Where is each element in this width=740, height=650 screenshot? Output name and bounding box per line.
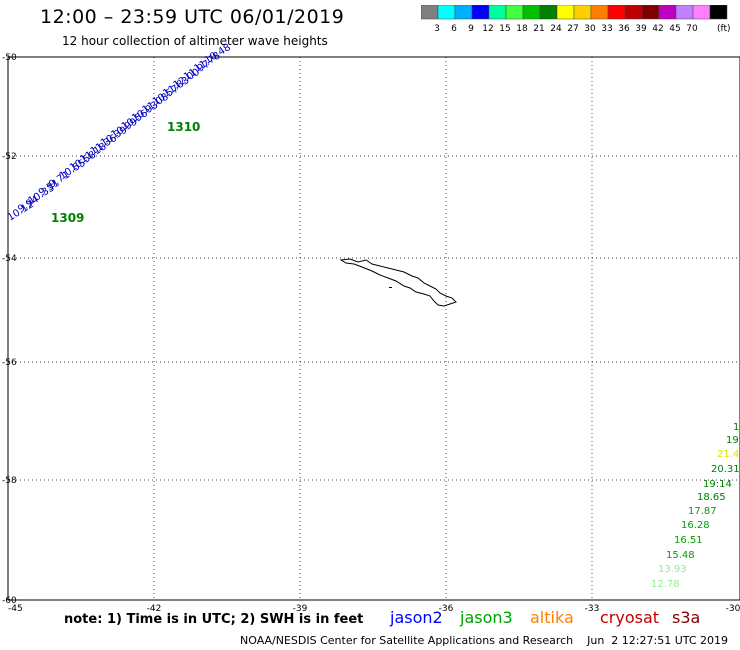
- swh-reading: 10.48: [203, 42, 233, 67]
- legend-label: 24: [550, 24, 562, 34]
- lat-tick-label: -50: [2, 53, 17, 63]
- lat-tick-label: -60: [2, 596, 17, 606]
- legend-label: 15: [499, 24, 510, 34]
- satellite-name-jason2: jason2: [390, 608, 443, 627]
- satellite-name-jason3: jason3: [460, 608, 513, 627]
- legend-unit: (ft): [717, 24, 731, 34]
- swh-reading: 12.78: [651, 579, 680, 590]
- color-legend: 3 6 9 12 15 18 21 24 27 30 33 36 39 42 45 70 (ft): [421, 5, 731, 34]
- lat-tick-label: -56: [2, 358, 17, 368]
- swh-reading: 19.: [726, 435, 740, 446]
- lon-tick-label: -45: [8, 604, 23, 614]
- small-island: [389, 287, 392, 288]
- legend-label: 70: [686, 24, 698, 34]
- legend-label: 12: [482, 24, 493, 34]
- lon-tick-label: -39: [293, 604, 308, 614]
- legend-label: 9: [468, 24, 474, 34]
- swh-reading: 21.4: [717, 449, 739, 460]
- swh-reading: 19:14: [703, 479, 732, 490]
- legend-label: 21: [533, 24, 544, 34]
- legend-label: 42: [652, 24, 663, 34]
- track-label-1309: 1309: [51, 211, 84, 225]
- legend-label: 18: [516, 24, 528, 34]
- legend-label: 30: [584, 24, 596, 34]
- legend-label: 33: [601, 24, 612, 34]
- track-label-1310: 1310: [167, 120, 200, 134]
- lon-tick-label: -33: [585, 604, 600, 614]
- grid-lines: [8, 57, 740, 600]
- footer-note: note: 1) Time is in UTC; 2) SWH is in fe…: [64, 612, 364, 627]
- legend-label: 3: [434, 24, 440, 34]
- swh-reading: 20.31: [711, 464, 740, 475]
- legend-label: 45: [669, 24, 680, 34]
- legend-label: 36: [618, 24, 630, 34]
- map-frame: [7, 56, 740, 601]
- south-georgia-island: [339, 258, 457, 307]
- swh-reading: 16.28: [681, 520, 710, 531]
- legend-label: 39: [635, 24, 647, 34]
- lon-tick-label: -30: [726, 604, 740, 614]
- legend-swatch: [709, 5, 728, 20]
- satellite-name-s3a: s3a: [672, 608, 701, 627]
- footer-credit: NOAA/NESDIS Center for Satellite Applica…: [240, 634, 728, 647]
- lat-tick-label: -58: [2, 476, 17, 486]
- east-track-readings: 12.78 13.93 15.48 16.51 16.28 17.87 18.65 19:14…: [651, 422, 740, 590]
- axis-tick-labels: -45 -42 -39 -36 -33 -30 -50 -52 -54 -56 -58 -60: [2, 53, 740, 614]
- swh-reading: 15.48: [666, 550, 695, 561]
- legend-label: 27: [567, 24, 578, 34]
- swh-reading: 1: [733, 422, 739, 433]
- satellite-name-altika: altika: [530, 608, 574, 627]
- lat-tick-label: -54: [2, 254, 17, 264]
- swh-reading: 17.87: [688, 506, 717, 517]
- legend-label: 6: [451, 24, 457, 34]
- lon-tick-label: -42: [147, 604, 162, 614]
- satellite-name-cryosat: cryosat: [600, 608, 660, 627]
- swh-reading: 13.93: [658, 564, 687, 575]
- map-subtitle: 12 hour collection of altimeter wave hei…: [62, 34, 328, 48]
- lon-tick-label: -36: [439, 604, 454, 614]
- swh-reading: 16.51: [674, 535, 703, 546]
- swh-reading: 18.65: [697, 492, 726, 503]
- lat-tick-label: -52: [2, 152, 17, 162]
- map-title: 12:00 – 23:59 UTC 06/01/2019: [40, 6, 345, 28]
